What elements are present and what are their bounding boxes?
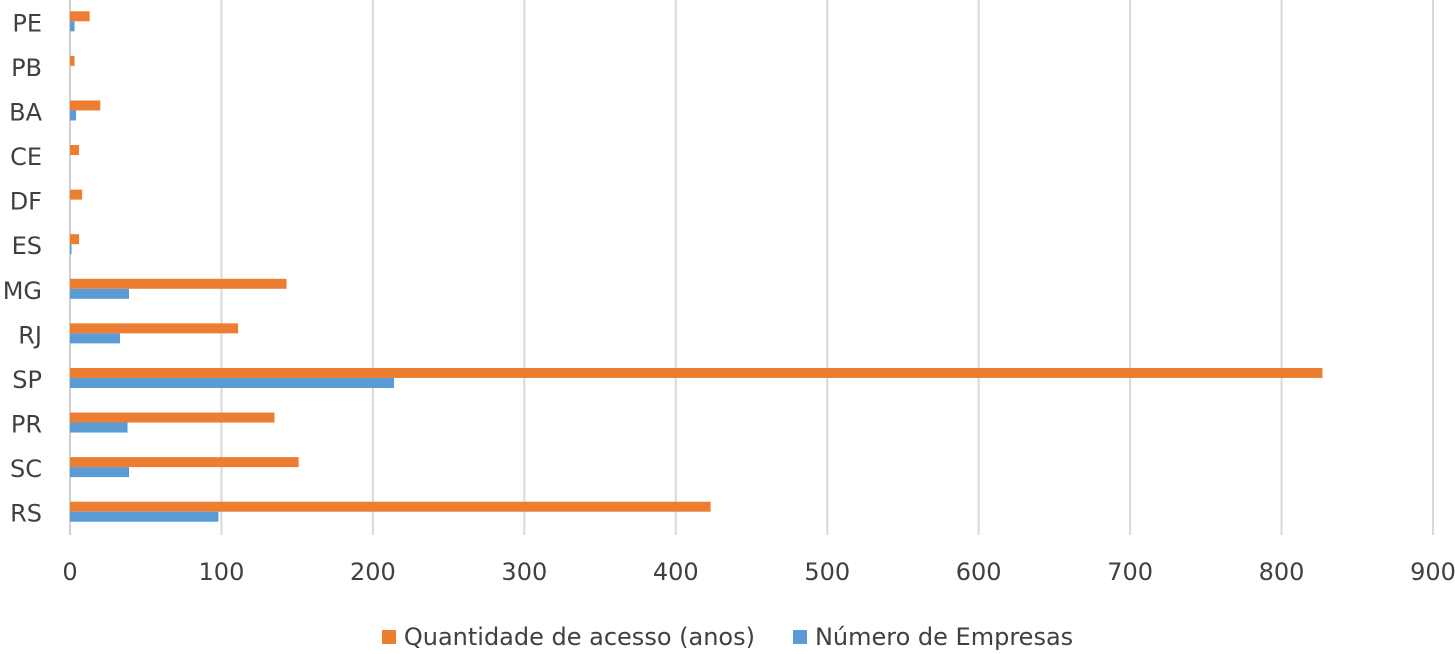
bar-pr-series-1 bbox=[70, 422, 128, 433]
legend: Quantidade de acesso (anos) Número de Em… bbox=[0, 620, 1455, 654]
category-label-pb: PB bbox=[11, 54, 42, 82]
legend-item-empresas: Número de Empresas bbox=[792, 623, 1074, 651]
bar-pb-series-0 bbox=[70, 55, 75, 66]
bar-pr-series-0 bbox=[70, 412, 275, 423]
x-tick-label: 800 bbox=[1259, 558, 1305, 586]
category-label-rj: RJ bbox=[18, 321, 42, 349]
bar-ba-series-1 bbox=[70, 110, 77, 121]
bar-rj-series-0 bbox=[70, 323, 239, 334]
category-label-pr: PR bbox=[11, 411, 42, 439]
bar-es-series-1 bbox=[70, 244, 72, 255]
x-tick-label: 100 bbox=[199, 558, 245, 586]
category-labels: PE PB BA CE DF ES MG RJ SP PR SC RS bbox=[3, 9, 43, 527]
bar-es-series-0 bbox=[70, 234, 80, 245]
bar-sp-series-0 bbox=[70, 367, 1323, 378]
bar-pe-series-1 bbox=[70, 21, 75, 32]
x-tick-label: 400 bbox=[653, 558, 699, 586]
bar-sc-series-1 bbox=[70, 467, 130, 478]
bar-ba-series-0 bbox=[70, 100, 101, 111]
category-label-sp: SP bbox=[12, 366, 42, 394]
bar-sc-series-0 bbox=[70, 457, 299, 468]
category-label-pe: PE bbox=[12, 9, 42, 37]
legend-label-empresas: Número de Empresas bbox=[814, 623, 1074, 651]
category-label-es: ES bbox=[12, 232, 42, 260]
x-tick-label: 200 bbox=[350, 558, 396, 586]
x-tick-label: 900 bbox=[1410, 558, 1455, 586]
bar-rs-series-0 bbox=[70, 501, 711, 512]
category-label-rs: RS bbox=[10, 500, 42, 528]
x-tick-label: 500 bbox=[804, 558, 850, 586]
x-tick-label: 700 bbox=[1107, 558, 1153, 586]
bar-mg-series-0 bbox=[70, 278, 287, 289]
category-label-ce: CE bbox=[10, 143, 42, 171]
x-tick-labels: 0 100 200 300 400 500 600 700 800 900 bbox=[62, 558, 1455, 586]
x-tick-label: 0 bbox=[62, 558, 77, 586]
bars bbox=[70, 11, 1323, 522]
bar-pe-series-0 bbox=[70, 11, 90, 22]
legend-item-quantidade: Quantidade de acesso (anos) bbox=[381, 623, 755, 651]
bar-mg-series-1 bbox=[70, 288, 130, 299]
bar-sp-series-1 bbox=[70, 377, 395, 388]
bar-rj-series-1 bbox=[70, 333, 120, 344]
x-tick-label: 300 bbox=[501, 558, 547, 586]
legend-label-quantidade: Quantidade de acesso (anos) bbox=[403, 623, 755, 651]
bar-df-series-0 bbox=[70, 189, 83, 200]
category-label-df: DF bbox=[10, 188, 42, 216]
legend-swatch-quantidade bbox=[381, 630, 396, 644]
category-label-mg: MG bbox=[3, 277, 42, 305]
bar-ce-series-0 bbox=[70, 145, 80, 156]
gridlines bbox=[69, 0, 1434, 535]
x-tick-label: 600 bbox=[956, 558, 1002, 586]
bar-rs-series-1 bbox=[70, 511, 219, 522]
bar-chart: PE PB BA CE DF ES MG RJ SP PR SC RS 0 100 200 300 400 50… bbox=[3, 0, 1455, 586]
category-label-ba: BA bbox=[9, 98, 42, 126]
category-label-sc: SC bbox=[10, 455, 42, 483]
legend-swatch-empresas bbox=[792, 630, 807, 644]
